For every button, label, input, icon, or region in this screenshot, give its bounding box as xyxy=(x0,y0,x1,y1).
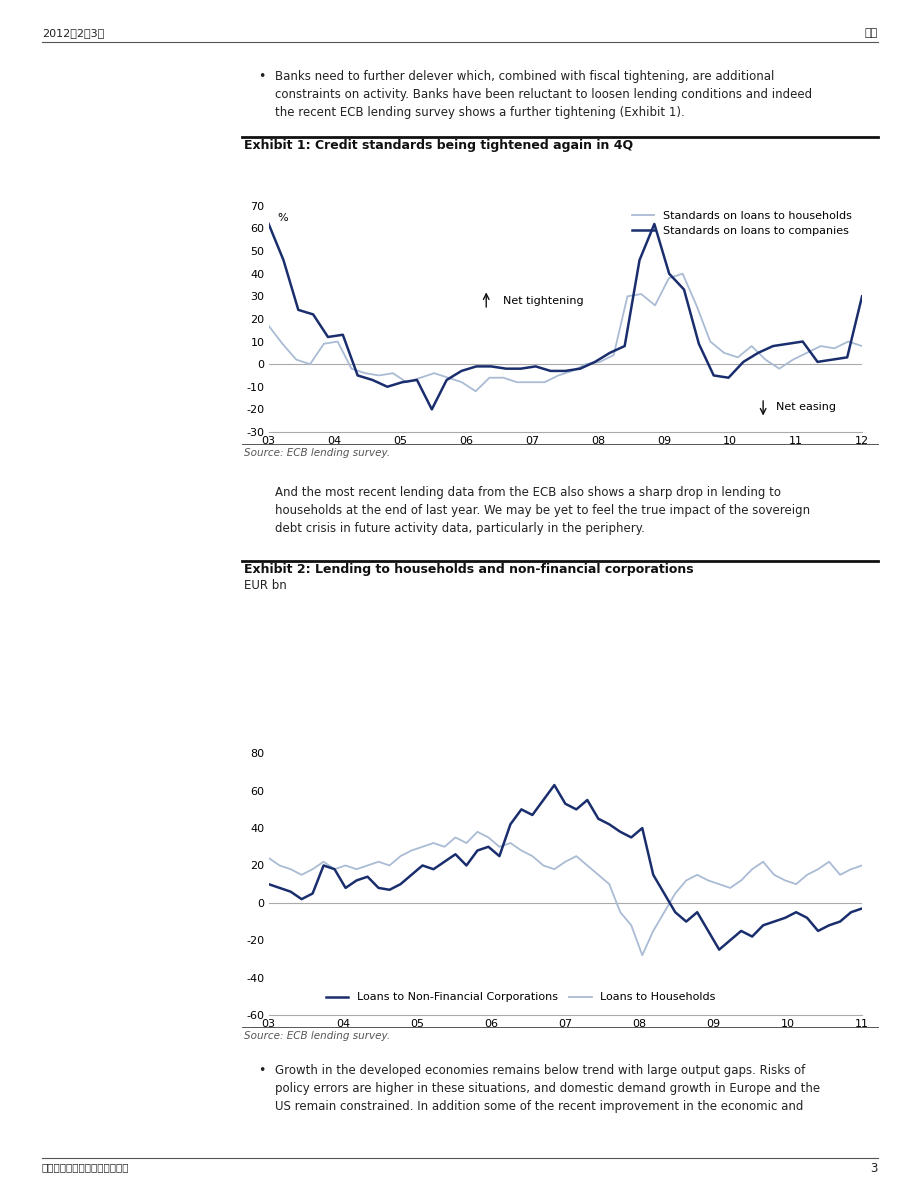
Text: Source: ECB lending survey.: Source: ECB lending survey. xyxy=(244,1031,390,1041)
Text: Growth in the developed economies remains below trend with large output gaps. Ri: Growth in the developed economies remain… xyxy=(275,1064,819,1113)
Text: 高盛全球经济、商品和策略研究: 高盛全球经济、商品和策略研究 xyxy=(42,1161,130,1172)
Legend: Loans to Non-Financial Corporations, Loans to Households: Loans to Non-Financial Corporations, Loa… xyxy=(322,988,720,1007)
Text: •: • xyxy=(257,1064,265,1077)
Text: Source: ECB lending survey.: Source: ECB lending survey. xyxy=(244,447,390,458)
Text: 欧洲: 欧洲 xyxy=(864,29,877,38)
Text: 2012年2月3日: 2012年2月3日 xyxy=(42,29,104,38)
Text: Net easing: Net easing xyxy=(776,402,835,412)
Text: Net tightening: Net tightening xyxy=(502,296,583,306)
Text: Exhibit 2: Lending to households and non-financial corporations: Exhibit 2: Lending to households and non… xyxy=(244,563,693,576)
Text: Exhibit 1: Credit standards being tightened again in 4Q: Exhibit 1: Credit standards being tighte… xyxy=(244,139,632,152)
Text: Banks need to further delever which, combined with fiscal tightening, are additi: Banks need to further delever which, com… xyxy=(275,70,811,119)
Text: 3: 3 xyxy=(869,1161,877,1175)
Text: •: • xyxy=(257,70,265,83)
Text: And the most recent lending data from the ECB also shows a sharp drop in lending: And the most recent lending data from th… xyxy=(275,486,810,536)
Text: %: % xyxy=(278,213,288,223)
Text: EUR bn: EUR bn xyxy=(244,580,287,591)
Legend: Standards on loans to households, Standards on loans to companies: Standards on loans to households, Standa… xyxy=(627,207,856,240)
